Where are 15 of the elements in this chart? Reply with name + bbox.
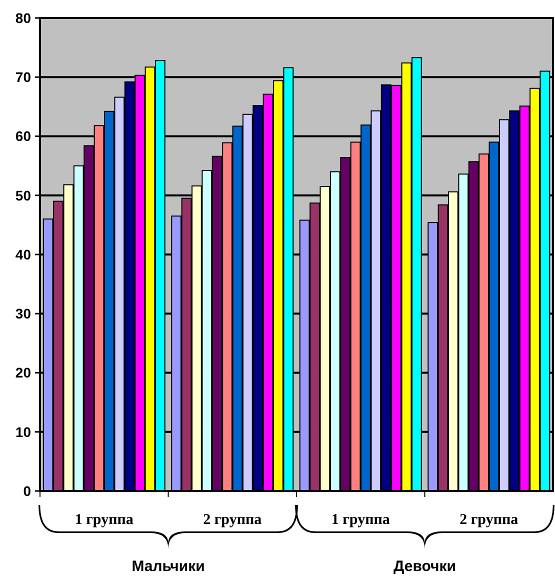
y-tick-label: 50	[15, 187, 32, 204]
x-tick-label: 2 группа	[203, 512, 262, 528]
y-tick-label: 80	[15, 10, 32, 26]
y-tick-label: 30	[15, 306, 32, 322]
text: Девочки	[394, 558, 456, 575]
y-tick-label: 10	[15, 424, 32, 440]
y-tick-label: 70	[15, 69, 32, 86]
y-tick-label: 60	[15, 128, 32, 144]
text: Мальчики	[132, 558, 205, 575]
x-tick-label: 2 группа	[460, 512, 519, 528]
x-tick-label: 1 группа	[74, 512, 134, 528]
y-tick-label: 0	[23, 482, 32, 499]
y-tick-label: 40	[15, 246, 32, 262]
x-tick-label: 1 группа	[331, 512, 390, 528]
y-tick-label: 20	[15, 364, 32, 381]
